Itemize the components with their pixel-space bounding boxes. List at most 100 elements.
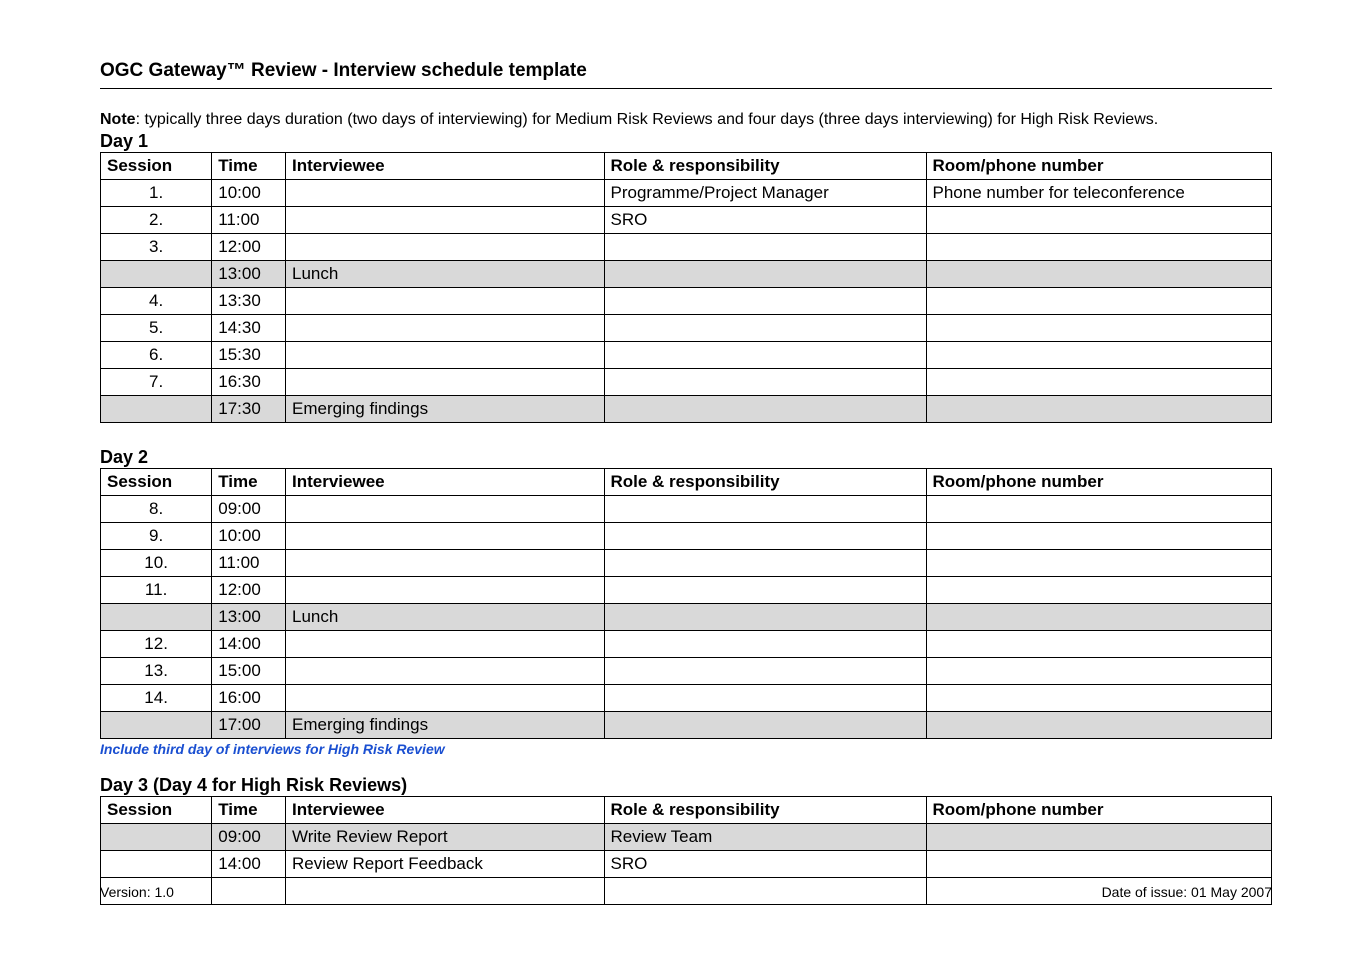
- cell-time: 15:00: [212, 658, 286, 685]
- cell-room: [926, 712, 1271, 739]
- cell-interviewee: Emerging findings: [286, 396, 605, 423]
- cell-role: SRO: [604, 851, 926, 878]
- cell-room: [926, 604, 1271, 631]
- cell-session: 9.: [101, 523, 212, 550]
- page-title: OGC Gateway™ Review - Interview schedule…: [100, 60, 1272, 82]
- cell-time: 14:00: [212, 631, 286, 658]
- cell-room: [926, 288, 1271, 315]
- day1-body: 1.10:00Programme/Project ManagerPhone nu…: [101, 180, 1272, 423]
- cell-time: 14:00: [212, 851, 286, 878]
- cell-time: 10:00: [212, 180, 286, 207]
- col-interviewee: Interviewee: [286, 153, 605, 180]
- cell-interviewee: Emerging findings: [286, 712, 605, 739]
- day2-heading: Day 2: [100, 447, 1272, 468]
- table-row: 6.15:30: [101, 342, 1272, 369]
- col-session: Session: [101, 153, 212, 180]
- cell-time: 17:00: [212, 712, 286, 739]
- cell-time: 09:00: [212, 496, 286, 523]
- cell-role: [604, 315, 926, 342]
- cell-time: 09:00: [212, 824, 286, 851]
- cell-time: 17:30: [212, 396, 286, 423]
- table-row: 8.09:00: [101, 496, 1272, 523]
- day3-heading: Day 3 (Day 4 for High Risk Reviews): [100, 775, 1272, 796]
- cell-interviewee: [286, 523, 605, 550]
- table-header-row: Session Time Interviewee Role & responsi…: [101, 797, 1272, 824]
- footer: Version: 1.0 Date of issue: 01 May 2007: [100, 884, 1272, 900]
- table-row: 14:00Review Report FeedbackSRO: [101, 851, 1272, 878]
- cell-role: [604, 342, 926, 369]
- cell-time: 13:00: [212, 604, 286, 631]
- col-session: Session: [101, 469, 212, 496]
- cell-role: [604, 496, 926, 523]
- cell-role: [604, 369, 926, 396]
- table-row: 14.16:00: [101, 685, 1272, 712]
- col-role: Role & responsibility: [604, 153, 926, 180]
- cell-time: 14:30: [212, 315, 286, 342]
- cell-role: [604, 550, 926, 577]
- cell-room: [926, 577, 1271, 604]
- cell-role: [604, 631, 926, 658]
- cell-room: [926, 369, 1271, 396]
- cell-time: 12:00: [212, 234, 286, 261]
- cell-role: Programme/Project Manager: [604, 180, 926, 207]
- day1-heading: Day 1: [100, 131, 1272, 152]
- cell-room: [926, 550, 1271, 577]
- cell-room: [926, 496, 1271, 523]
- cell-interviewee: Write Review Report: [286, 824, 605, 851]
- footer-date: Date of issue: 01 May 2007: [1102, 884, 1272, 900]
- table-row: 12.14:00: [101, 631, 1272, 658]
- cell-session: 4.: [101, 288, 212, 315]
- col-room: Room/phone number: [926, 153, 1271, 180]
- day2-body: 8.09:009.10:0010.11:0011.12:0013:00Lunch…: [101, 496, 1272, 739]
- col-interviewee: Interviewee: [286, 469, 605, 496]
- cell-room: [926, 631, 1271, 658]
- cell-session: 14.: [101, 685, 212, 712]
- col-time: Time: [212, 469, 286, 496]
- cell-session: [101, 851, 212, 878]
- cell-session: 7.: [101, 369, 212, 396]
- cell-role: [604, 288, 926, 315]
- cell-room: [926, 658, 1271, 685]
- table-row: 4.13:30: [101, 288, 1272, 315]
- day1-table: Session Time Interviewee Role & responsi…: [100, 152, 1272, 423]
- cell-role: [604, 685, 926, 712]
- cell-role: Review Team: [604, 824, 926, 851]
- cell-role: SRO: [604, 207, 926, 234]
- note-text: : typically three days duration (two day…: [136, 111, 1159, 128]
- cell-session: [101, 261, 212, 288]
- cell-room: [926, 851, 1271, 878]
- table-row: 13.15:00: [101, 658, 1272, 685]
- table-row: 10.11:00: [101, 550, 1272, 577]
- cell-interviewee: [286, 180, 605, 207]
- cell-session: [101, 712, 212, 739]
- cell-time: 12:00: [212, 577, 286, 604]
- col-room: Room/phone number: [926, 797, 1271, 824]
- col-role: Role & responsibility: [604, 797, 926, 824]
- cell-session: [101, 824, 212, 851]
- cell-time: 11:00: [212, 207, 286, 234]
- cell-role: [604, 658, 926, 685]
- day2-footnote: Include third day of interviews for High…: [100, 741, 1272, 757]
- cell-interviewee: [286, 342, 605, 369]
- col-interviewee: Interviewee: [286, 797, 605, 824]
- col-time: Time: [212, 153, 286, 180]
- col-role: Role & responsibility: [604, 469, 926, 496]
- cell-time: 11:00: [212, 550, 286, 577]
- col-room: Room/phone number: [926, 469, 1271, 496]
- title-rule: [100, 88, 1272, 89]
- col-time: Time: [212, 797, 286, 824]
- cell-room: [926, 396, 1271, 423]
- table-row: 13:00Lunch: [101, 261, 1272, 288]
- table-row: 7.16:30: [101, 369, 1272, 396]
- cell-session: 5.: [101, 315, 212, 342]
- table-header-row: Session Time Interviewee Role & responsi…: [101, 469, 1272, 496]
- cell-interviewee: [286, 577, 605, 604]
- cell-interviewee: [286, 315, 605, 342]
- cell-interviewee: [286, 550, 605, 577]
- cell-interviewee: Lunch: [286, 604, 605, 631]
- cell-session: 12.: [101, 631, 212, 658]
- footer-version: Version: 1.0: [100, 884, 174, 900]
- cell-session: [101, 396, 212, 423]
- table-row: 9.10:00: [101, 523, 1272, 550]
- cell-session: 2.: [101, 207, 212, 234]
